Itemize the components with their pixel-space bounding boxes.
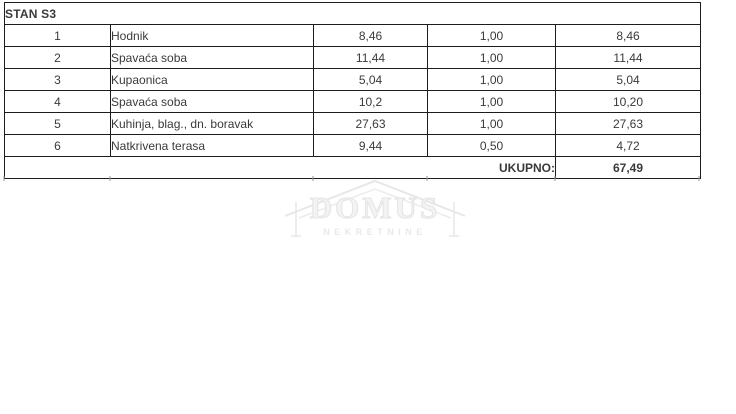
watermark-subtitle: NEKRETNINE [323, 227, 427, 237]
table-row: 4 Spavaća soba 10,2 1,00 10,20 [4, 90, 701, 113]
room-name-cell: Spavaća soba [110, 90, 314, 113]
coefficient-cell: 1,00 [427, 90, 556, 113]
room-name-cell: Spavaća soba [110, 46, 314, 69]
area-cell: 10,2 [313, 90, 428, 113]
reduced-area-cell: 10,20 [555, 90, 701, 113]
scan-tick [426, 176, 428, 181]
area-cell: 27,63 [313, 112, 428, 135]
table-row: 5 Kuhinja, blag., dn. boravak 27,63 1,00… [4, 112, 701, 135]
room-name-cell: Kupaonica [110, 68, 314, 91]
reduced-area-cell: 27,63 [555, 112, 701, 135]
table-row: 6 Natkrivena terasa 9,44 0,50 4,72 [4, 134, 701, 157]
row-number-cell: 2 [4, 46, 111, 69]
row-number-cell: 5 [4, 112, 111, 135]
scan-tick [698, 176, 700, 181]
table-title-row: STAN S3 [4, 2, 701, 25]
row-number-cell: 1 [4, 24, 111, 47]
house-roof-icon [284, 179, 466, 237]
coefficient-cell: 1,00 [427, 68, 556, 91]
reduced-area-cell: 5,04 [555, 68, 701, 91]
row-number-cell: 4 [4, 90, 111, 113]
room-name-cell: Natkrivena terasa [110, 134, 314, 157]
row-number-cell: 3 [4, 68, 111, 91]
scan-tick [312, 176, 314, 181]
area-cell: 9,44 [313, 134, 428, 157]
domus-watermark: DOMUS NEKRETNINE [283, 176, 467, 246]
watermark-text: DOMUS [309, 190, 441, 225]
apartment-title: STAN S3 [4, 2, 701, 25]
row-number-cell: 6 [4, 134, 111, 157]
table-total-row: UKUPNO: 67,49 [4, 156, 701, 179]
coefficient-cell: 0,50 [427, 134, 556, 157]
table-row: 2 Spavaća soba 11,44 1,00 11,44 [4, 46, 701, 69]
area-cell: 11,44 [313, 46, 428, 69]
scan-tick [109, 176, 111, 181]
table-row: 1 Hodnik 8,46 1,00 8,46 [4, 24, 701, 47]
coefficient-cell: 1,00 [427, 46, 556, 69]
room-name-cell: Kuhinja, blag., dn. boravak [110, 112, 314, 135]
area-cell: 5,04 [313, 68, 428, 91]
room-name-cell: Hodnik [110, 24, 314, 47]
coefficient-cell: 1,00 [427, 24, 556, 47]
reduced-area-cell: 11,44 [555, 46, 701, 69]
scan-tick [3, 176, 5, 181]
reduced-area-cell: 4,72 [555, 134, 701, 157]
room-area-table: STAN S3 1 Hodnik 8,46 1,00 8,46 2 Spavać… [4, 2, 701, 179]
scan-tick [554, 176, 556, 181]
total-label: UKUPNO: [4, 156, 556, 179]
coefficient-cell: 1,00 [427, 112, 556, 135]
table-row: 3 Kupaonica 5,04 1,00 5,04 [4, 68, 701, 91]
reduced-area-cell: 8,46 [555, 24, 701, 47]
area-cell: 8,46 [313, 24, 428, 47]
total-value: 67,49 [555, 156, 701, 179]
